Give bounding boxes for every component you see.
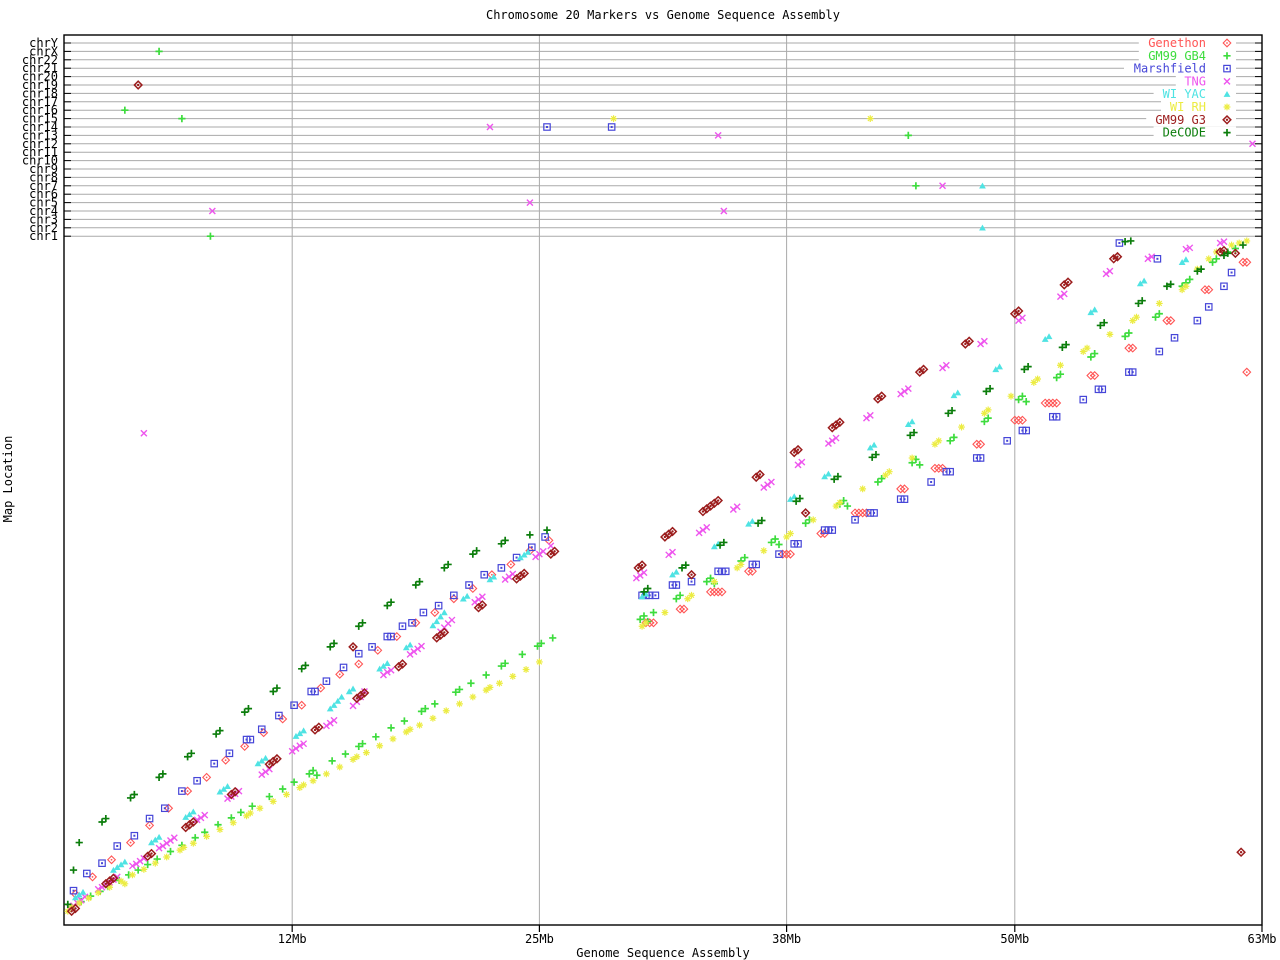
svg-text:chr17: chr17 <box>22 95 58 109</box>
legend-label: TNG <box>1184 74 1206 88</box>
svg-text:chr19: chr19 <box>22 78 58 92</box>
chromosome-labels: chrYchrXchr22chr21chr20chr19chr18chr17ch… <box>22 36 59 243</box>
x-tick-label: 25Mb <box>525 932 554 946</box>
x-tick-label: 63Mb <box>1248 932 1277 946</box>
x-axis-label: Genome Sequence Assembly <box>576 946 750 960</box>
legend-label: DeCODE <box>1163 126 1206 140</box>
series-gm99-g3 <box>66 245 1246 917</box>
svg-text:chr7: chr7 <box>29 179 58 193</box>
svg-text:chr22: chr22 <box>22 53 58 67</box>
svg-text:chr11: chr11 <box>22 145 58 159</box>
svg-text:chr14: chr14 <box>22 120 58 134</box>
svg-text:chr10: chr10 <box>22 154 58 168</box>
svg-text:chrY: chrY <box>29 36 59 50</box>
chromosome-row-lines <box>64 42 1262 237</box>
legend-label: GM99 GB4 <box>1148 49 1206 63</box>
svg-text:chr18: chr18 <box>22 86 58 100</box>
legend-label: WI RH <box>1170 100 1206 114</box>
svg-text:chr2: chr2 <box>29 221 58 235</box>
plot-border: 12Mb 25Mb 38Mb 50Mb 63Mb <box>63 34 1277 946</box>
svg-text:chr1: chr1 <box>29 229 58 243</box>
svg-text:chr20: chr20 <box>22 70 58 84</box>
svg-text:chr21: chr21 <box>22 61 58 75</box>
x-tick-label: 12Mb <box>278 932 307 946</box>
svg-text:chr8: chr8 <box>29 170 58 184</box>
legend-label: Genethon <box>1148 36 1206 50</box>
svg-text:chr5: chr5 <box>29 196 58 210</box>
x-tick-label: 50Mb <box>1000 932 1029 946</box>
legend-label: GM99 G3 <box>1155 113 1206 127</box>
series-wi-yac <box>72 256 1190 901</box>
legend-label: Marshfield <box>1134 62 1206 76</box>
svg-text:chr13: chr13 <box>22 128 58 142</box>
svg-text:chr12: chr12 <box>22 137 58 151</box>
svg-text:chr9: chr9 <box>29 162 58 176</box>
svg-text:chr15: chr15 <box>22 112 58 126</box>
series-genethon <box>70 257 1252 899</box>
svg-text:chr16: chr16 <box>22 103 58 117</box>
svg-text:chr6: chr6 <box>29 187 58 201</box>
x-tick-label: 38Mb <box>772 932 801 946</box>
chart-title: Chromosome 20 Markers vs Genome Sequence… <box>485 8 840 22</box>
svg-text:chrX: chrX <box>29 44 59 58</box>
chromosome-band-outliers <box>121 47 1256 240</box>
series-marshfield <box>69 239 1236 895</box>
series-decode <box>64 237 1247 908</box>
svg-text:chr3: chr3 <box>29 212 58 226</box>
gridlines <box>291 35 1016 925</box>
legend-label: WI YAC <box>1163 87 1206 101</box>
svg-text:chr4: chr4 <box>29 204 58 218</box>
